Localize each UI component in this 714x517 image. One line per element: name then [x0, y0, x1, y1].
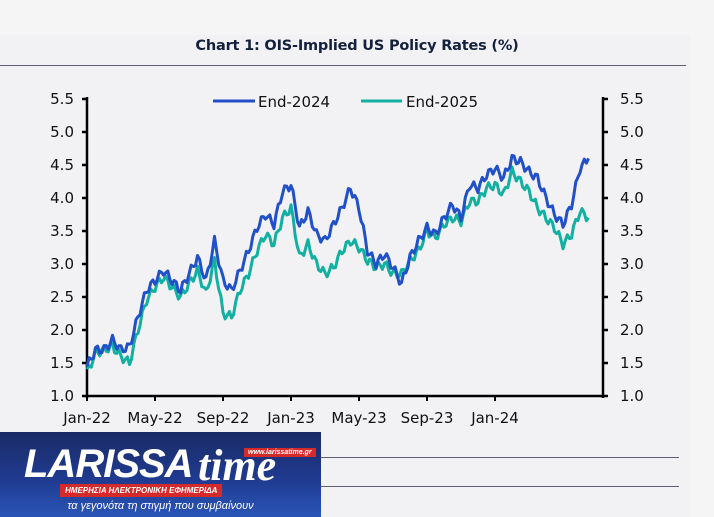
- x-tick-label: May-23: [331, 409, 386, 427]
- footer-rule-2: [320, 486, 679, 487]
- logo-url: www.larissatime.gr: [244, 448, 316, 457]
- right-y-tick-label: 1.0: [620, 387, 644, 405]
- x-tick-label: Sep-22: [197, 409, 250, 427]
- right-y-tick-label: 5.0: [620, 123, 644, 141]
- left-y-tick-label: 1.5: [50, 354, 74, 372]
- left-y-tick-label: 4.5: [50, 156, 74, 174]
- title-rule: [0, 65, 686, 66]
- right-y-tick-label: 3.0: [620, 255, 644, 273]
- legend: End-2024 End-2025: [213, 93, 478, 111]
- left-y-tick-label: 5.5: [50, 90, 74, 108]
- logo-brand: LARISSA: [24, 442, 194, 486]
- x-tick-label: Jan-23: [266, 409, 315, 427]
- right-y-tick-label: 2.0: [620, 321, 644, 339]
- x-tick-label: Sep-23: [401, 409, 454, 427]
- left-y-tick-label: 4.0: [50, 189, 74, 207]
- right-y-tick-label: 3.5: [620, 222, 644, 240]
- series-line-end-2024: [85, 153, 590, 367]
- right-y-tick-label: 4.0: [620, 189, 644, 207]
- left-y-tick-label: 1.0: [50, 387, 74, 405]
- x-tick-label: Jan-22: [62, 409, 111, 427]
- logo-tagline: τα γεγονότα τη στιγμή που συμβαίνουν: [67, 500, 254, 512]
- right-y-tick-label: 2.5: [620, 288, 644, 306]
- x-tick-label: Jan-24: [470, 409, 519, 427]
- footer-rule-1: [320, 457, 679, 458]
- left-y-tick-label: 3.5: [50, 222, 74, 240]
- left-y-tick-label: 3.0: [50, 255, 74, 273]
- left-y-tick-label: 5.0: [50, 123, 74, 141]
- right-y-tick-label: 4.5: [620, 156, 644, 174]
- larissatime-watermark-logo: LARISSA time www.larissatime.gr ΗΜΕΡΗΣΙΑ…: [0, 432, 321, 517]
- left-y-tick-label: 2.0: [50, 321, 74, 339]
- x-tick-label: May-22: [127, 409, 182, 427]
- right-y-tick-label: 5.5: [620, 90, 644, 108]
- left-y-tick-label: 2.5: [50, 288, 74, 306]
- logo-subtitle: ΗΜΕΡΗΣΙΑ ΗΛΕΚΤΡΟΝΙΚΗ ΕΦΗΜΕΡΙΔΑ: [60, 484, 223, 497]
- legend-label-end-2024: End-2024: [258, 93, 330, 111]
- series-line-end-2025: [85, 165, 590, 371]
- legend-label-end-2025: End-2025: [406, 93, 478, 111]
- right-y-tick-label: 1.5: [620, 354, 644, 372]
- chart-title: Chart 1: OIS-Implied US Policy Rates (%): [195, 38, 519, 54]
